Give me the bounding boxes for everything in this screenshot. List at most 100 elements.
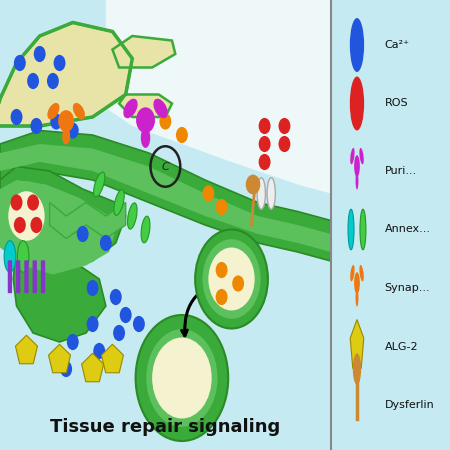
Circle shape [50, 113, 62, 130]
Circle shape [47, 73, 59, 89]
Circle shape [77, 226, 89, 242]
Circle shape [145, 328, 218, 428]
Circle shape [216, 262, 228, 278]
Circle shape [259, 154, 270, 170]
Polygon shape [0, 130, 331, 261]
Circle shape [208, 248, 255, 310]
Circle shape [135, 315, 228, 441]
Circle shape [11, 194, 22, 211]
Ellipse shape [267, 178, 275, 209]
Text: Annex...: Annex... [384, 225, 430, 234]
Circle shape [136, 107, 155, 133]
Polygon shape [0, 180, 116, 274]
Polygon shape [101, 344, 123, 373]
Text: Puri...: Puri... [384, 166, 417, 176]
Circle shape [195, 230, 268, 328]
Circle shape [176, 127, 188, 143]
Circle shape [159, 113, 171, 130]
Polygon shape [112, 36, 176, 68]
Circle shape [14, 217, 26, 233]
Circle shape [216, 199, 228, 215]
FancyBboxPatch shape [8, 260, 12, 293]
Circle shape [110, 289, 122, 305]
Ellipse shape [350, 148, 355, 164]
Circle shape [31, 118, 42, 134]
FancyBboxPatch shape [32, 260, 37, 293]
Ellipse shape [47, 103, 59, 119]
FancyBboxPatch shape [16, 260, 20, 293]
Circle shape [14, 55, 26, 71]
Circle shape [0, 180, 53, 252]
Ellipse shape [350, 265, 355, 281]
Circle shape [133, 316, 145, 332]
Circle shape [354, 155, 360, 177]
Circle shape [58, 110, 74, 132]
Circle shape [350, 76, 364, 130]
Ellipse shape [356, 289, 359, 306]
Circle shape [120, 307, 132, 323]
Circle shape [353, 353, 361, 385]
Circle shape [354, 272, 360, 294]
Circle shape [60, 361, 72, 377]
Circle shape [279, 118, 290, 134]
Text: ALG-2: ALG-2 [384, 342, 418, 351]
Polygon shape [350, 320, 364, 369]
FancyBboxPatch shape [41, 260, 45, 293]
Circle shape [87, 280, 99, 296]
Circle shape [202, 185, 214, 202]
Polygon shape [49, 344, 71, 373]
FancyBboxPatch shape [24, 260, 29, 293]
Circle shape [259, 118, 270, 134]
Text: Tissue repair signaling: Tissue repair signaling [50, 418, 280, 436]
Circle shape [232, 275, 244, 292]
Circle shape [100, 235, 112, 251]
Polygon shape [0, 22, 132, 126]
Ellipse shape [141, 216, 150, 243]
Ellipse shape [18, 241, 29, 272]
Circle shape [11, 109, 22, 125]
Text: Ca²⁺: Ca²⁺ [384, 40, 410, 50]
Polygon shape [0, 144, 331, 252]
Ellipse shape [360, 209, 366, 250]
Ellipse shape [348, 209, 354, 250]
Circle shape [152, 338, 212, 418]
Ellipse shape [257, 178, 266, 209]
Ellipse shape [73, 103, 85, 119]
Ellipse shape [123, 99, 138, 118]
Circle shape [259, 136, 270, 152]
Ellipse shape [4, 241, 16, 272]
Circle shape [216, 289, 228, 305]
Ellipse shape [94, 172, 105, 197]
Circle shape [27, 194, 39, 211]
Ellipse shape [360, 148, 364, 164]
Polygon shape [0, 166, 126, 270]
Circle shape [34, 46, 45, 62]
Circle shape [31, 217, 42, 233]
Polygon shape [119, 94, 172, 117]
Text: Dysferlin: Dysferlin [384, 400, 434, 410]
Circle shape [93, 343, 105, 359]
Circle shape [113, 325, 125, 341]
Polygon shape [106, 0, 331, 194]
Polygon shape [13, 243, 106, 342]
Circle shape [350, 18, 364, 72]
Ellipse shape [360, 265, 364, 281]
Ellipse shape [141, 127, 150, 148]
Circle shape [246, 175, 260, 194]
Circle shape [202, 238, 261, 320]
Ellipse shape [114, 189, 124, 216]
Text: ROS: ROS [384, 99, 408, 108]
Circle shape [67, 122, 79, 139]
Polygon shape [50, 202, 126, 238]
Circle shape [279, 136, 290, 152]
Circle shape [54, 55, 66, 71]
Circle shape [87, 316, 99, 332]
Ellipse shape [153, 99, 168, 118]
Ellipse shape [356, 172, 359, 189]
Polygon shape [81, 353, 104, 382]
Circle shape [27, 73, 39, 89]
Polygon shape [15, 335, 37, 364]
Circle shape [67, 334, 79, 350]
Text: C: C [162, 162, 169, 171]
Ellipse shape [62, 127, 70, 144]
